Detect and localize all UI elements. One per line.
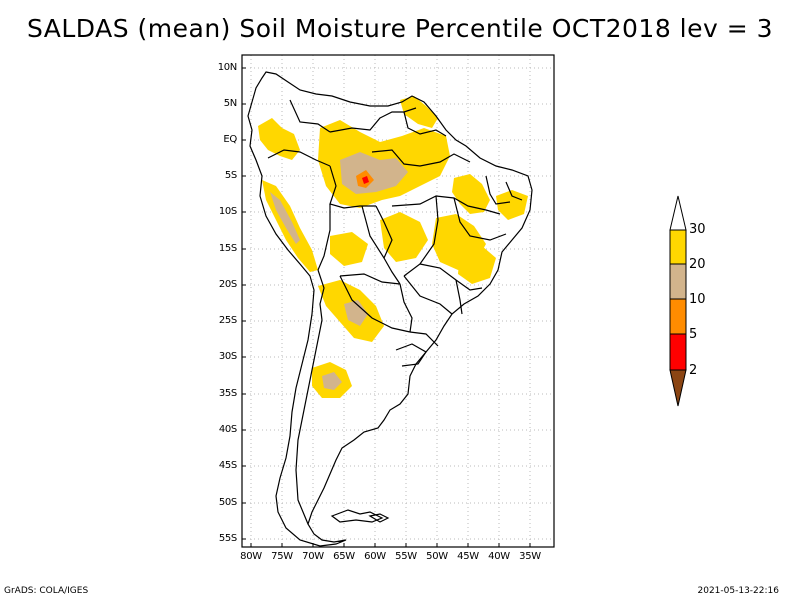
border-paraguay-brazil — [399, 283, 413, 333]
lon-label: 60W — [364, 551, 386, 562]
shading-central — [380, 212, 428, 262]
lat-label: 20S — [218, 279, 237, 290]
colorbar — [669, 195, 687, 407]
lat-label: 45S — [218, 460, 237, 471]
colorbar-segment-5-10 — [669, 298, 687, 335]
lat-label: 15S — [218, 243, 237, 254]
border-colombia-venezuela — [289, 99, 331, 133]
shading-pampas-core — [322, 372, 342, 390]
brazil-states-10 — [361, 205, 385, 259]
lat-label: 30S — [218, 351, 237, 362]
border-colombia-peru — [267, 149, 331, 167]
lat-label: EQ — [223, 134, 237, 145]
footer-timestamp: 2021-05-13-22:16 — [697, 586, 780, 596]
colorbar-segment-20-30 — [669, 229, 687, 265]
lon-label: 75W — [271, 551, 293, 562]
brazil-states-6 — [403, 275, 453, 315]
lon-label: 40W — [488, 551, 510, 562]
lat-label: 5N — [223, 98, 238, 109]
border-guianas — [403, 111, 447, 137]
lon-label: 50W — [426, 551, 448, 562]
coastlines-and-borders — [247, 71, 533, 547]
lon-label: 35W — [519, 551, 541, 562]
lat-label: 10S — [218, 206, 237, 217]
shading-andes-core — [270, 192, 300, 244]
lat-label: 35S — [218, 388, 237, 399]
south-america-coastline — [247, 71, 533, 547]
lon-label: 70W — [302, 551, 324, 562]
falklands — [368, 513, 390, 523]
colorbar-label: 20 — [689, 257, 706, 272]
tierra-del-fuego — [330, 509, 384, 523]
chart-title: SALDAS (mean) Soil Moisture Percentile O… — [26, 14, 774, 43]
brazil-states-3 — [403, 195, 439, 277]
border-uruguay — [395, 343, 427, 367]
border-bolivia-brazil — [375, 205, 401, 285]
border-peru-brazil — [329, 165, 376, 209]
colorbar-segment-2-5 — [669, 333, 687, 371]
lat-label: 5S — [224, 170, 237, 181]
colorbar-label: 10 — [689, 292, 706, 307]
colorbar-label: 30 — [689, 222, 706, 237]
border-argentina-brazil — [409, 331, 439, 347]
brazil-states-7 — [455, 279, 463, 315]
lon-label: 65W — [333, 551, 355, 562]
footer-credit: GrADS: COLA/IGES — [4, 586, 89, 596]
colorbar-segment-10-20 — [669, 263, 687, 300]
lat-label: 40S — [218, 424, 237, 435]
shading-guiana — [400, 96, 438, 128]
shading-southeast — [458, 246, 496, 284]
shading-amazon-core — [340, 152, 408, 194]
lon-label: 55W — [395, 551, 417, 562]
border-bolivia-paraguay — [339, 273, 401, 285]
border-peru-bolivia — [317, 204, 331, 271]
map-frame — [241, 54, 555, 548]
border-bolivia-chile — [317, 269, 325, 321]
brazil-states-4 — [453, 197, 507, 241]
lon-label: 45W — [457, 551, 479, 562]
lat-label: 50S — [218, 497, 237, 508]
colorbar-label: 2 — [689, 363, 698, 378]
lat-label: 25S — [218, 315, 237, 326]
shading-northeast — [452, 174, 490, 214]
lon-label: 80W — [240, 551, 262, 562]
colorbar-label: 5 — [689, 327, 698, 342]
lat-label: 10N — [217, 62, 238, 73]
border-paraguay-argentina — [339, 275, 411, 333]
brazil-states-9 — [505, 181, 523, 201]
brazil-states-8 — [485, 175, 511, 205]
border-chile-argentina — [295, 319, 323, 525]
colorbar-segment-above-30 — [669, 195, 687, 231]
grid-lines — [250, 55, 554, 547]
lat-label: 55S — [218, 533, 237, 544]
axis-ticks — [242, 67, 531, 547]
shading-east-coast — [496, 190, 528, 220]
shading-chaco-core — [344, 300, 368, 326]
shading-central-west — [330, 232, 368, 266]
percentile-shading — [258, 96, 528, 398]
shading-amazon-red — [362, 176, 369, 184]
brazil-states-1 — [371, 149, 471, 167]
shading-north-coast — [258, 118, 300, 160]
colorbar-segment-below-2 — [669, 369, 687, 407]
